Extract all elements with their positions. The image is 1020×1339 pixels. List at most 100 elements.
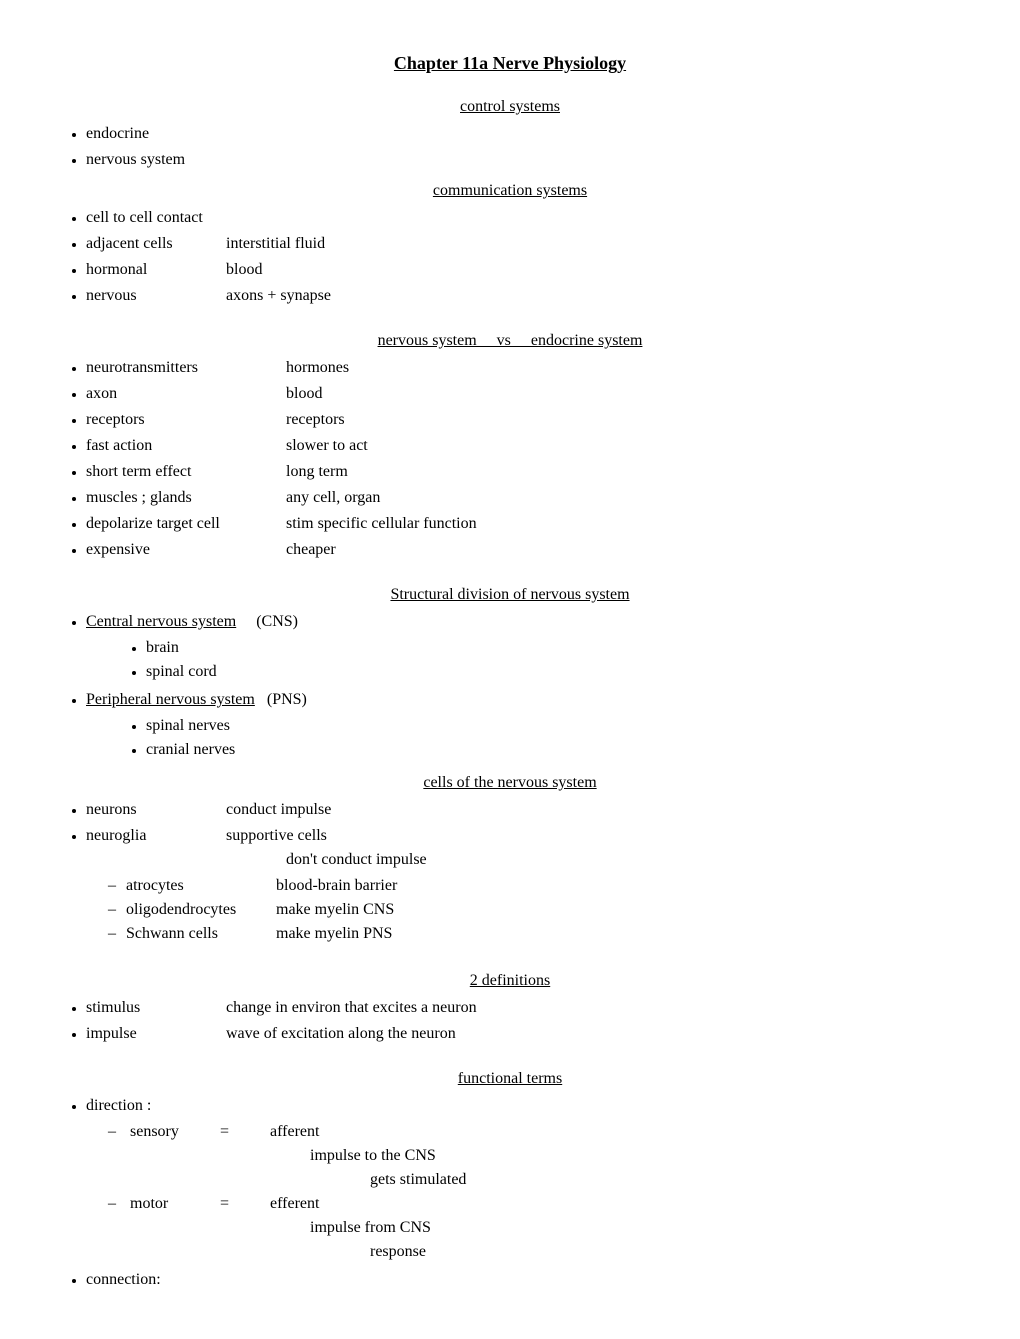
cell-b: slower to act: [286, 437, 368, 454]
list-item: oligodendrocytesmake myelin CNS: [110, 898, 960, 922]
section-functional-head: functional terms: [60, 1067, 960, 1091]
list-item: Schwann cellsmake myelin PNS: [110, 922, 960, 946]
section-control-systems-head: control systems: [60, 95, 960, 119]
cell-a: neurotransmitters: [86, 356, 286, 380]
neuroglia-note: don't conduct impulse: [86, 848, 960, 872]
cell-a: hormonal: [86, 258, 226, 282]
cell-b: long term: [286, 463, 348, 480]
cell-a: cell to cell contact: [86, 206, 226, 230]
cell-b: wave of excitation along the neuron: [226, 1025, 456, 1042]
definitions-list: stimuluschange in environ that excites a…: [60, 995, 960, 1047]
list-item: direction : sensory=afferent impulse to …: [86, 1093, 960, 1267]
list-item: brain: [146, 636, 960, 660]
cell-a: impulse: [86, 1022, 226, 1046]
cell-a: Schwann cells: [126, 922, 276, 946]
eq-sym: =: [220, 1120, 270, 1144]
cell-a: nervous: [86, 284, 226, 308]
cells-list: neuronsconduct impulse neurogliasupporti…: [60, 797, 960, 949]
list-item: spinal nerves: [146, 714, 960, 738]
list-item: atrocytesblood-brain barrier: [110, 874, 960, 898]
list-item: receptorsreceptors: [86, 407, 960, 433]
list-item: nervousaxons + synapse: [86, 283, 960, 309]
list-item: Peripheral nervous system (PNS) spinal n…: [86, 687, 960, 765]
cell-b: any cell, organ: [286, 489, 380, 506]
pns-label: Peripheral nervous system: [86, 691, 255, 708]
cell-a: muscles ; glands: [86, 486, 286, 510]
cns-label: Central nervous system: [86, 613, 236, 630]
list-item: spinal cord: [146, 660, 960, 684]
section-vs-head: nervous system vs endocrine system: [60, 329, 960, 353]
list-item: axonblood: [86, 381, 960, 407]
cell-b: receptors: [286, 411, 345, 428]
cell-a: short term effect: [86, 460, 286, 484]
cell-b: blood: [286, 385, 322, 402]
cell-b: blood: [226, 261, 262, 278]
cell-a: oligodendrocytes: [126, 898, 276, 922]
indent-line: response: [110, 1240, 960, 1264]
vs-list: neurotransmittershormones axonblood rece…: [60, 355, 960, 563]
term-b: afferent: [270, 1123, 319, 1140]
list-item: neuronsconduct impulse: [86, 797, 960, 823]
eq-sym: =: [220, 1192, 270, 1216]
list-item: motor=efferent impulse from CNS response: [110, 1192, 960, 1264]
section-structural-head: Structural division of nervous system: [60, 583, 960, 607]
connection-label: connection:: [86, 1271, 161, 1288]
page-title: Chapter 11a Nerve Physiology: [60, 50, 960, 77]
cell-a: neuroglia: [86, 824, 226, 848]
cell-b: cheaper: [286, 541, 336, 558]
list-item: Central nervous system (CNS) brain spina…: [86, 609, 960, 687]
list-item: neurogliasupportive cells don't conduct …: [86, 823, 960, 949]
cell-a: atrocytes: [126, 874, 276, 898]
pns-sublist: spinal nerves cranial nerves: [86, 714, 960, 762]
cell-a: fast action: [86, 434, 286, 458]
cell-b: axons + synapse: [226, 287, 331, 304]
cell-a: receptors: [86, 408, 286, 432]
list-item: connection:: [86, 1267, 960, 1293]
communication-list: cell to cell contact adjacent cellsinter…: [60, 205, 960, 309]
cell-a: neurons: [86, 798, 226, 822]
cell-a: expensive: [86, 538, 286, 562]
cell-b: blood-brain barrier: [276, 877, 397, 894]
list-item: cell to cell contact: [86, 205, 960, 231]
indent-line: gets stimulated: [110, 1168, 960, 1192]
cell-b: change in environ that excites a neuron: [226, 999, 477, 1016]
list-item: muscles ; glandsany cell, organ: [86, 485, 960, 511]
direction-label: direction :: [86, 1097, 151, 1114]
cell-b: make myelin CNS: [276, 901, 394, 918]
structural-list: Central nervous system (CNS) brain spina…: [60, 609, 960, 765]
neuroglia-sublist: atrocytesblood-brain barrier oligodendro…: [86, 874, 960, 946]
pns-abbr: (PNS): [267, 691, 307, 708]
cell-b: interstitial fluid: [226, 235, 325, 252]
term-a: motor: [130, 1192, 220, 1216]
cell-b: conduct impulse: [226, 801, 331, 818]
direction-sublist: sensory=afferent impulse to the CNS gets…: [86, 1120, 960, 1264]
cell-a: stimulus: [86, 996, 226, 1020]
cell-a: axon: [86, 382, 286, 406]
section-definitions-head: 2 definitions: [60, 969, 960, 993]
functional-list: direction : sensory=afferent impulse to …: [60, 1093, 960, 1293]
list-item: adjacent cellsinterstitial fluid: [86, 231, 960, 257]
cell-b: hormones: [286, 359, 349, 376]
control-systems-list: endocrine nervous system: [60, 121, 960, 173]
section-cells-head: cells of the nervous system: [60, 771, 960, 795]
term-b: efferent: [270, 1195, 319, 1212]
indent-line: impulse to the CNS: [110, 1144, 960, 1168]
list-item: nervous system: [86, 147, 960, 173]
indent-line: impulse from CNS: [110, 1216, 960, 1240]
list-item: neurotransmittershormones: [86, 355, 960, 381]
cell-b: stim specific cellular function: [286, 515, 477, 532]
list-item: sensory=afferent impulse to the CNS gets…: [110, 1120, 960, 1192]
list-item: cranial nerves: [146, 738, 960, 762]
list-item: stimuluschange in environ that excites a…: [86, 995, 960, 1021]
list-item: endocrine: [86, 121, 960, 147]
cns-sublist: brain spinal cord: [86, 636, 960, 684]
list-item: fast actionslower to act: [86, 433, 960, 459]
cell-b: supportive cells: [226, 827, 327, 844]
list-item: impulsewave of excitation along the neur…: [86, 1021, 960, 1047]
list-item: short term effectlong term: [86, 459, 960, 485]
cell-b: make myelin PNS: [276, 925, 392, 942]
cell-a: adjacent cells: [86, 232, 226, 256]
cell-a: depolarize target cell: [86, 512, 286, 536]
cns-abbr: (CNS): [256, 613, 298, 630]
list-item: depolarize target cellstim specific cell…: [86, 511, 960, 537]
